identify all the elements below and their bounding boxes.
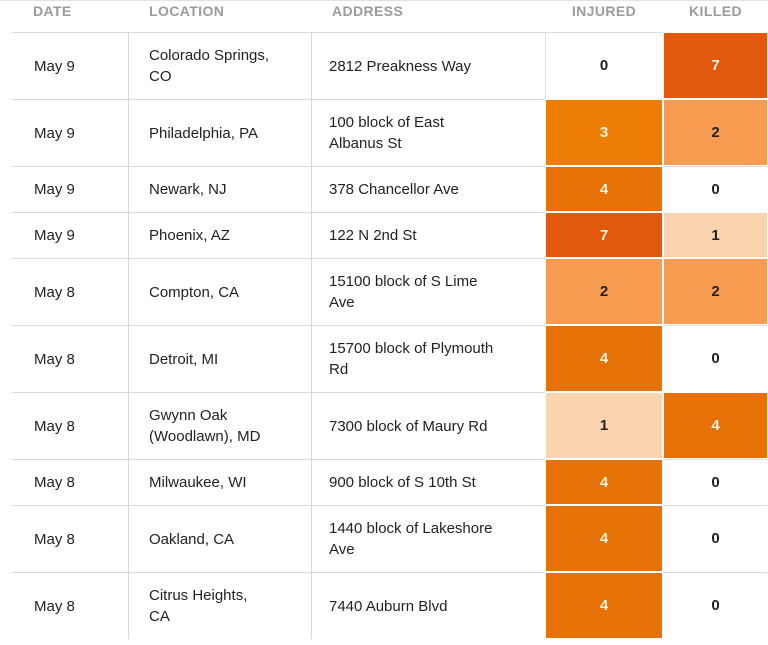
location-cell: Milwaukee, WI [128,459,311,505]
date-cell: May 9 [12,166,128,212]
injured-count-cell: 0 [545,32,663,99]
address-cell: 15100 block of S Lime Ave [311,258,545,325]
address-cell: 15700 block of Plymouth Rd [311,325,545,392]
table-row: May 9 Phoenix, AZ 122 N 2nd St 7 1 [12,212,768,258]
table-row: May 8 Compton, CA 15100 block of S Lime … [12,258,768,325]
killed-count-cell: 1 [663,212,768,258]
killed-count-cell: 0 [663,459,768,505]
killed-count-cell: 0 [663,325,768,392]
location-cell: Phoenix, AZ [128,212,311,258]
address-cell: 7300 block of Maury Rd [311,392,545,459]
address-cell: 2812 Preakness Way [311,32,545,99]
killed-count-cell: 2 [663,258,768,325]
location-cell: Compton, CA [128,258,311,325]
column-header-location: LOCATION [149,3,225,19]
killed-count-cell: 0 [663,572,768,639]
date-cell: May 9 [12,99,128,166]
column-header-killed: KILLED [689,3,742,19]
location-cell: Detroit, MI [128,325,311,392]
injured-count-cell: 1 [545,392,663,459]
injured-count-cell: 4 [545,572,663,639]
table-header-row: DATE LOCATION ADDRESS INJURED KILLED [12,1,768,32]
address-cell: 900 block of S 10th St [311,459,545,505]
location-cell: Colorado Springs, CO [128,32,311,99]
address-cell: 122 N 2nd St [311,212,545,258]
table-row: May 9 Colorado Springs, CO 2812 Preaknes… [12,32,768,99]
injured-count-cell: 3 [545,99,663,166]
date-cell: May 9 [12,32,128,99]
killed-count-cell: 0 [663,505,768,572]
table-row: May 8 Oakland, CA 1440 block of Lakeshor… [12,505,768,572]
column-header-injured: INJURED [571,3,637,19]
injured-count-cell: 7 [545,212,663,258]
injured-count-cell: 4 [545,166,663,212]
date-cell: May 8 [12,505,128,572]
location-cell: Newark, NJ [128,166,311,212]
injured-count-cell: 4 [545,459,663,505]
table-row: May 8 Milwaukee, WI 900 block of S 10th … [12,459,768,505]
column-header-date: DATE [33,3,72,19]
killed-count-cell: 4 [663,392,768,459]
address-cell: 100 block of East Albanus St [311,99,545,166]
date-cell: May 8 [12,258,128,325]
address-cell: 7440 Auburn Blvd [311,572,545,639]
date-cell: May 9 [12,212,128,258]
location-cell: Oakland, CA [128,505,311,572]
date-cell: May 8 [12,572,128,639]
incidents-table: DATE LOCATION ADDRESS INJURED KILLED May… [12,1,768,639]
location-cell: Citrus Heights, CA [128,572,311,639]
location-cell: Gwynn Oak (Woodlawn), MD [128,392,311,459]
table-row: May 8 Citrus Heights, CA 7440 Auburn Blv… [12,572,768,639]
address-cell: 1440 block of Lakeshore Ave [311,505,545,572]
table-row: May 8 Gwynn Oak (Woodlawn), MD 7300 bloc… [12,392,768,459]
table-row: May 9 Philadelphia, PA 100 block of East… [12,99,768,166]
column-header-address: ADDRESS [332,3,404,19]
date-cell: May 8 [12,325,128,392]
table-row: May 8 Detroit, MI 15700 block of Plymout… [12,325,768,392]
location-cell: Philadelphia, PA [128,99,311,166]
date-cell: May 8 [12,459,128,505]
killed-count-cell: 0 [663,166,768,212]
injured-count-cell: 4 [545,325,663,392]
killed-count-cell: 2 [663,99,768,166]
table-row: May 9 Newark, NJ 378 Chancellor Ave 4 0 [12,166,768,212]
address-cell: 378 Chancellor Ave [311,166,545,212]
injured-count-cell: 2 [545,258,663,325]
date-cell: May 8 [12,392,128,459]
killed-count-cell: 7 [663,32,768,99]
injured-count-cell: 4 [545,505,663,572]
